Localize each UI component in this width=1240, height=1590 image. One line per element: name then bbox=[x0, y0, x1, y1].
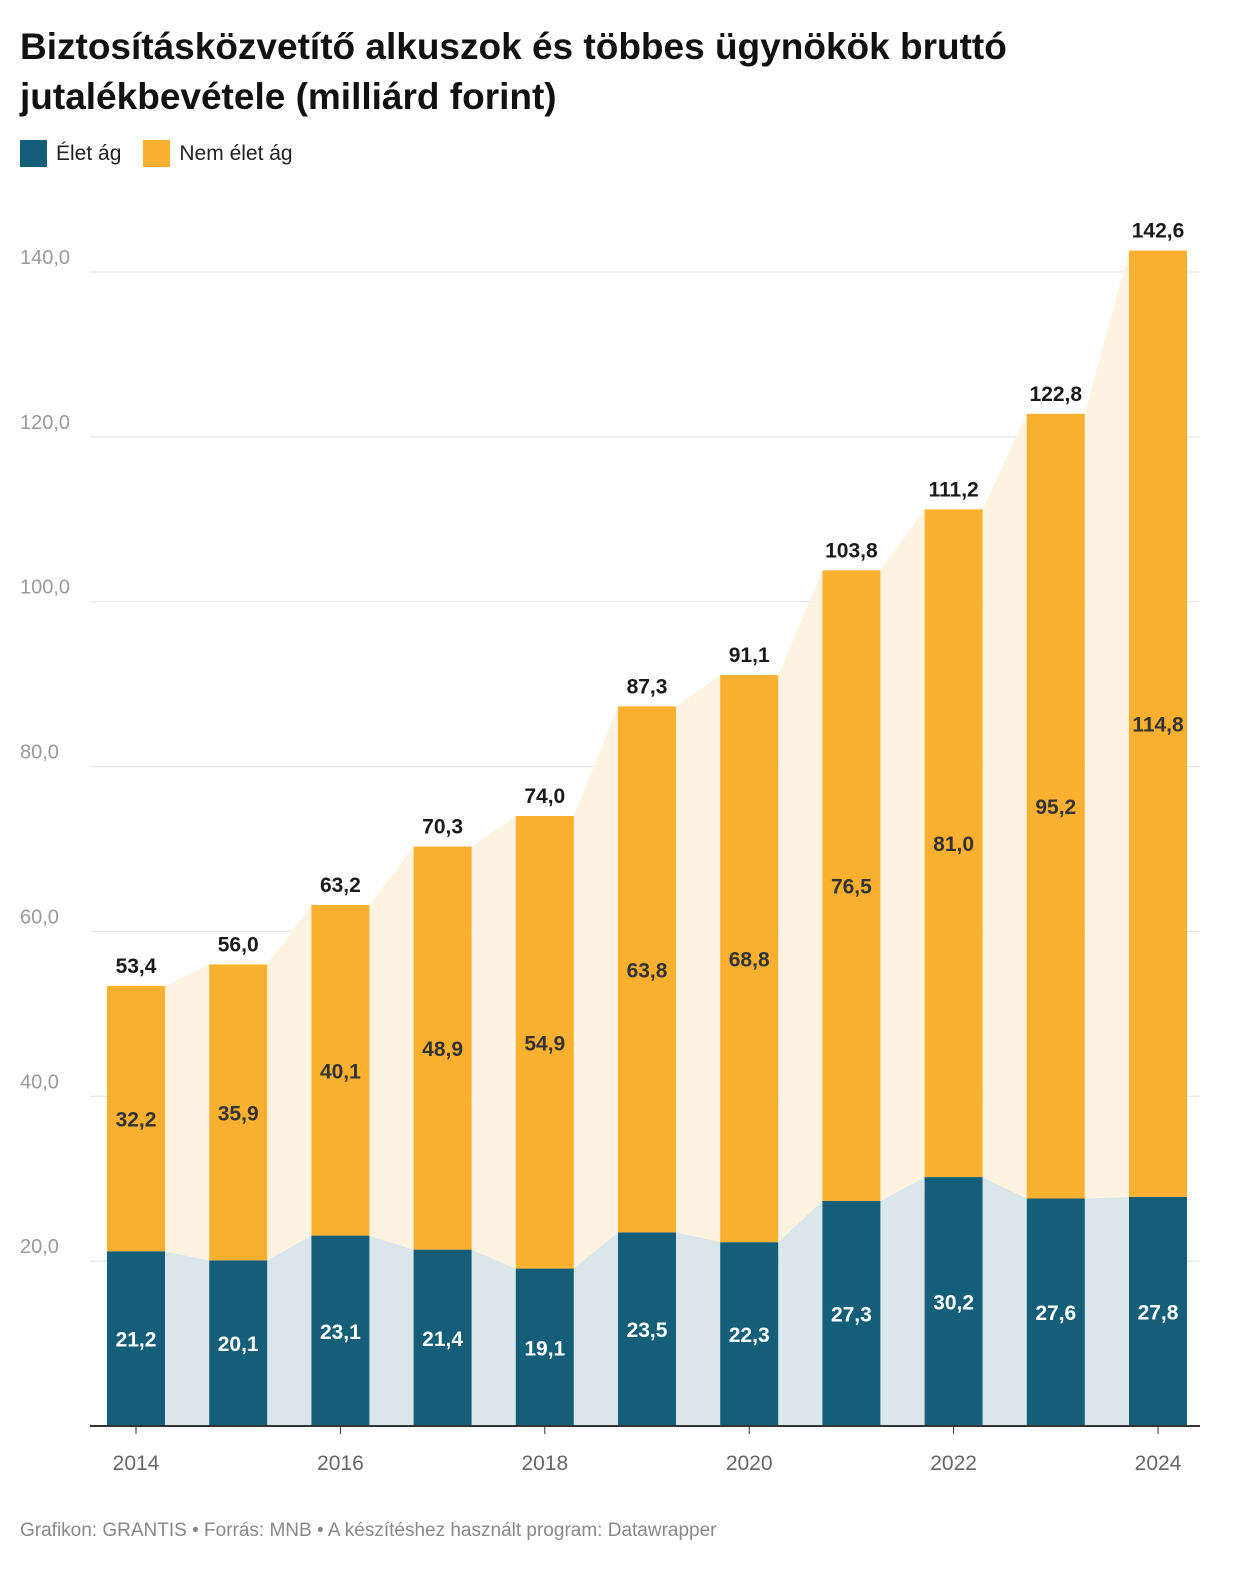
bar-nem-elet bbox=[924, 509, 983, 1178]
bar-nem-elet bbox=[1026, 413, 1085, 1199]
bar-nem-elet bbox=[311, 905, 370, 1236]
data-label-nem-elet: 76,5 bbox=[831, 876, 872, 899]
bar-elet bbox=[515, 1268, 574, 1426]
data-label-elet: 21,4 bbox=[422, 1328, 463, 1351]
total-label: 74,0 bbox=[524, 785, 565, 808]
connector-area-elet bbox=[1084, 1196, 1129, 1426]
connector-area-nem-elet bbox=[1084, 250, 1129, 1199]
data-label-elet: 19,1 bbox=[524, 1337, 565, 1360]
connector-area-elet bbox=[982, 1177, 1027, 1426]
legend-swatch-nem-elet bbox=[143, 140, 171, 167]
bar-nem-elet bbox=[720, 675, 779, 1243]
connector-area-elet bbox=[778, 1200, 823, 1426]
total-label: 103,8 bbox=[825, 539, 878, 562]
legend-item-nem-elet: Nem élet ág bbox=[143, 140, 293, 167]
x-tick-label: 2024 bbox=[1135, 1452, 1182, 1475]
data-label-nem-elet: 63,8 bbox=[627, 959, 668, 982]
bar-elet bbox=[822, 1200, 881, 1426]
connector-area-nem-elet bbox=[471, 816, 516, 1269]
bar-nem-elet bbox=[822, 570, 881, 1201]
connector-area-nem-elet bbox=[573, 706, 618, 1269]
data-label-nem-elet: 35,9 bbox=[218, 1102, 259, 1125]
bar-nem-elet bbox=[618, 706, 676, 1233]
stacked-bar-chart: 20,0 40,0 60,0 80,0 100,0 120,0 140,0 21,2 32,2 5… bbox=[20, 220, 1200, 1475]
bar-elet bbox=[1129, 1196, 1187, 1426]
y-tick-label: 140,0 bbox=[20, 247, 70, 269]
data-label-nem-elet: 32,2 bbox=[116, 1109, 157, 1132]
connector-area-elet bbox=[880, 1177, 925, 1426]
legend-item-elet: Élet ág bbox=[20, 140, 121, 167]
data-label-elet: 27,3 bbox=[831, 1303, 872, 1326]
data-label-elet: 21,2 bbox=[116, 1329, 157, 1352]
total-label: 142,6 bbox=[1132, 220, 1185, 243]
connector-area-nem-elet bbox=[165, 964, 210, 1261]
total-label: 53,4 bbox=[116, 955, 157, 978]
connector-area-nem-elet bbox=[369, 846, 414, 1250]
bar-elet bbox=[1026, 1198, 1085, 1426]
connector-area-elet bbox=[471, 1249, 516, 1426]
bar-nem-elet bbox=[515, 816, 574, 1269]
connector-area-nem-elet bbox=[982, 413, 1027, 1199]
legend-label-elet: Élet ág bbox=[56, 141, 122, 165]
data-label-nem-elet: 40,1 bbox=[320, 1060, 361, 1083]
data-label-nem-elet: 48,9 bbox=[422, 1038, 463, 1061]
data-label-elet: 22,3 bbox=[729, 1324, 770, 1347]
bar-nem-elet bbox=[1129, 250, 1187, 1197]
legend: Élet ág Nem élet ág bbox=[20, 140, 315, 167]
data-label-elet: 23,5 bbox=[627, 1319, 668, 1342]
bar-elet bbox=[107, 1251, 165, 1426]
bar-elet bbox=[720, 1242, 779, 1426]
bar-nem-elet bbox=[413, 846, 472, 1250]
data-label-nem-elet: 68,8 bbox=[729, 949, 770, 972]
total-label: 87,3 bbox=[627, 675, 668, 698]
total-label: 122,8 bbox=[1030, 383, 1083, 406]
data-label-nem-elet: 114,8 bbox=[1132, 714, 1184, 737]
connector-area-elet bbox=[267, 1235, 312, 1426]
bar-nem-elet bbox=[209, 964, 268, 1261]
data-label-nem-elet: 54,9 bbox=[524, 1032, 565, 1055]
connector-area-nem-elet bbox=[778, 570, 823, 1243]
bar-elet bbox=[311, 1235, 370, 1426]
data-label-elet: 27,8 bbox=[1138, 1301, 1179, 1324]
x-tick-label: 2020 bbox=[726, 1452, 773, 1475]
y-tick-label: 80,0 bbox=[20, 742, 59, 764]
total-label: 91,1 bbox=[729, 644, 770, 667]
legend-swatch-elet bbox=[20, 140, 47, 167]
y-tick-label: 20,0 bbox=[20, 1236, 59, 1258]
x-tick-label: 2014 bbox=[113, 1452, 160, 1475]
data-label-nem-elet: 81,0 bbox=[933, 833, 974, 856]
connector-area-nem-elet bbox=[267, 905, 312, 1261]
footer-credits: Grafikon: GRANTIS • Forrás: MNB • A kész… bbox=[20, 1520, 717, 1541]
data-label-nem-elet: 95,2 bbox=[1035, 796, 1076, 819]
total-label: 56,0 bbox=[218, 933, 259, 956]
x-tick-label: 2018 bbox=[521, 1452, 568, 1475]
y-tick-label: 120,0 bbox=[20, 412, 70, 434]
bar-elet bbox=[924, 1177, 983, 1426]
bar-elet bbox=[413, 1249, 472, 1426]
x-tick-label: 2022 bbox=[930, 1452, 977, 1475]
connector-area-nem-elet bbox=[676, 675, 721, 1243]
data-label-elet: 30,2 bbox=[933, 1292, 974, 1315]
connector-area-elet bbox=[573, 1232, 618, 1426]
chart-title: Biztosításközvetítő alkuszok és többes ü… bbox=[20, 26, 1007, 117]
data-label-elet: 23,1 bbox=[320, 1321, 361, 1344]
legend-label-nem-elet: Nem élet ág bbox=[179, 141, 293, 165]
connector-area-nem-elet bbox=[880, 509, 925, 1201]
data-label-elet: 20,1 bbox=[218, 1333, 259, 1356]
total-label: 111,2 bbox=[928, 478, 978, 501]
data-label-elet: 27,6 bbox=[1035, 1302, 1076, 1325]
connector-area-elet bbox=[369, 1235, 414, 1426]
connector-area-elet bbox=[165, 1251, 210, 1426]
bar-elet bbox=[618, 1232, 676, 1426]
y-tick-label: 40,0 bbox=[20, 1071, 59, 1093]
total-label: 63,2 bbox=[320, 874, 361, 897]
x-tick-label: 2016 bbox=[317, 1452, 364, 1475]
total-label: 70,3 bbox=[422, 816, 463, 839]
y-tick-label: 60,0 bbox=[20, 906, 59, 928]
y-tick-label: 100,0 bbox=[20, 577, 70, 599]
connector-area-elet bbox=[676, 1232, 721, 1426]
bar-nem-elet bbox=[107, 985, 165, 1252]
bar-elet bbox=[209, 1260, 268, 1426]
